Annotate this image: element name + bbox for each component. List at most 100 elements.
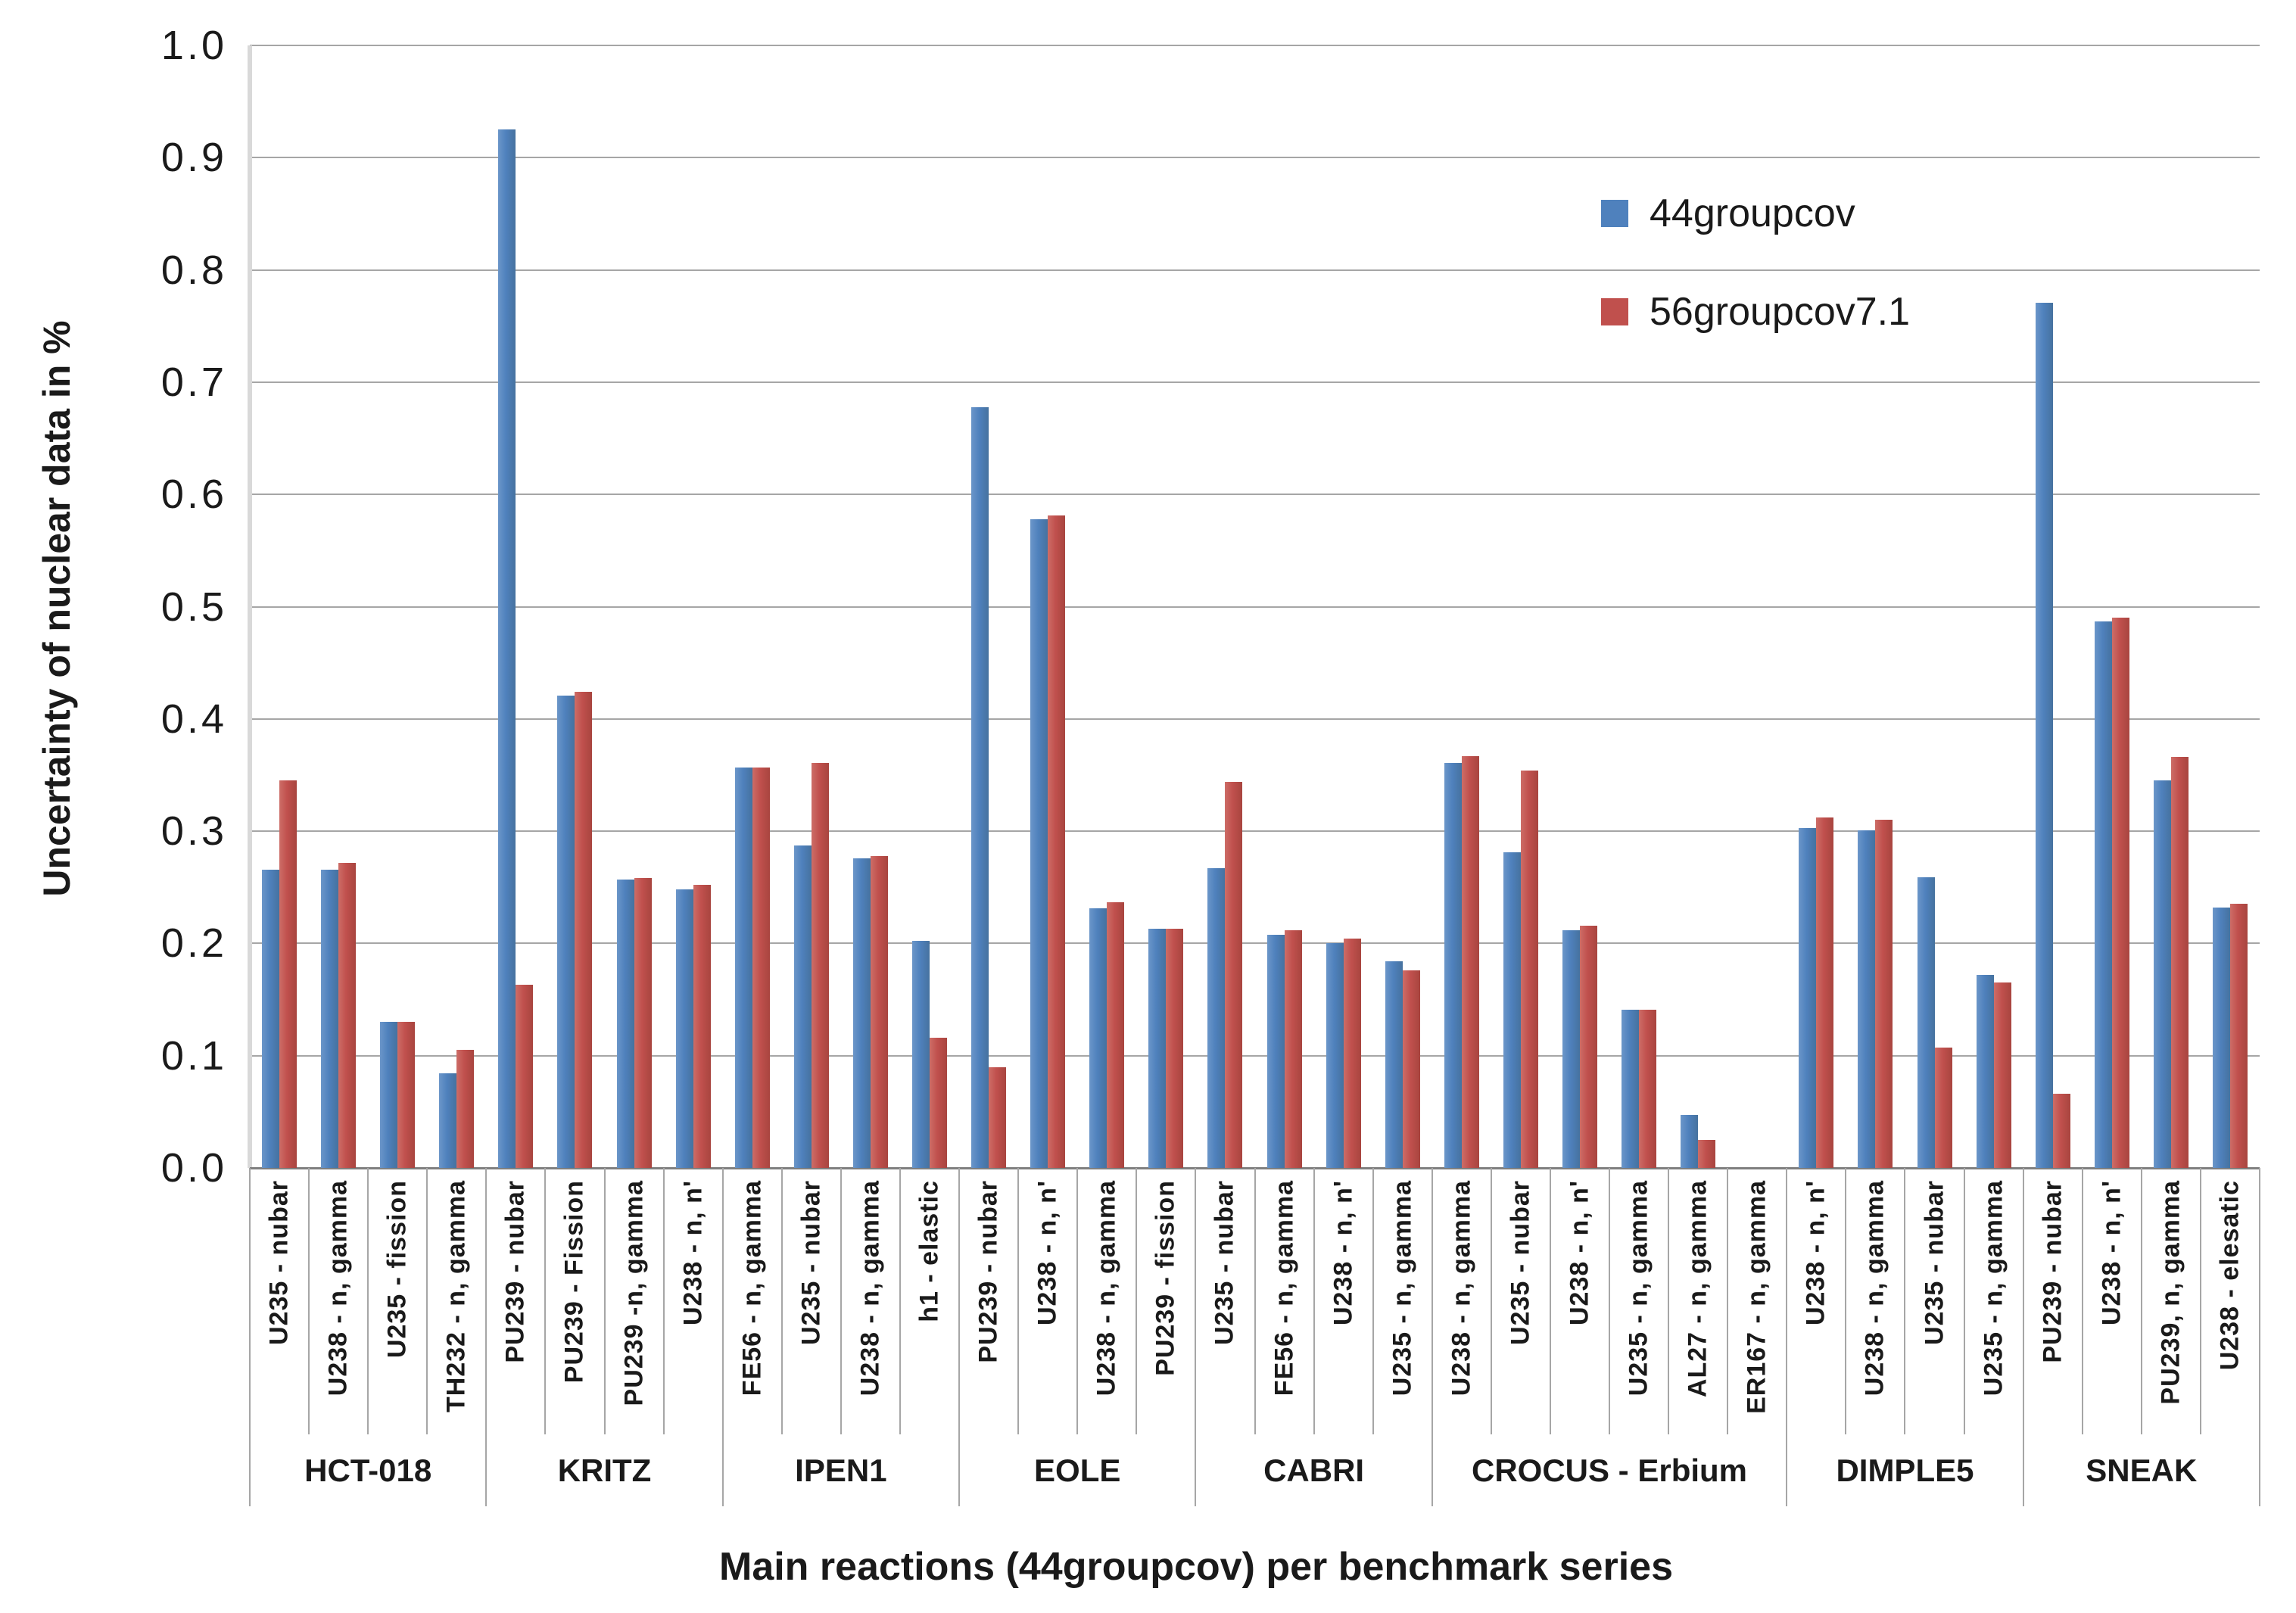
group-label: DIMPLE5 xyxy=(1836,1452,1974,1488)
category-label: U235 - n, gamma xyxy=(1979,1180,2008,1397)
category-divider xyxy=(2140,1168,2142,1434)
category-cell: U238 - n, n' xyxy=(2083,1171,2142,1434)
y-tick-label: 0.6 xyxy=(160,472,227,518)
category-divider xyxy=(1904,1168,1906,1434)
category-divider xyxy=(1254,1168,1256,1434)
category-cell: ER167 - n, gamma xyxy=(1727,1171,1787,1434)
category-cell: U235 - fission xyxy=(368,1171,427,1434)
y-tick-label: 0.1 xyxy=(160,1032,227,1079)
category-label: U238 - n, n' xyxy=(1801,1180,1830,1326)
category-cell: U235 - n, gamma xyxy=(1373,1171,1432,1434)
group-divider xyxy=(1786,1168,1788,1506)
category-cell: FE56 - n, gamma xyxy=(1255,1171,1314,1434)
category-cell: TH232 - n, gamma xyxy=(427,1171,486,1434)
bar-56groupcov7.1 xyxy=(634,878,652,1168)
y-tick-label: 1.0 xyxy=(160,23,227,68)
category-cell: U235 - nubar xyxy=(782,1171,841,1434)
category-label: U235 - nubar xyxy=(1920,1180,1949,1345)
category-divider xyxy=(1963,1168,1965,1434)
category-cell: AL27 - n, gamma xyxy=(1668,1171,1727,1434)
bar-56groupcov7.1 xyxy=(397,1022,416,1168)
legend-item-44groupcov: 44groupcov xyxy=(1601,191,1855,236)
category-label: U235 - nubar xyxy=(1506,1180,1535,1345)
bar-56groupcov7.1 xyxy=(1107,902,1125,1168)
category-label: PU239 - fission xyxy=(1151,1180,1180,1376)
category-label: PU239 -n, gamma xyxy=(619,1180,649,1406)
bar-56groupcov7.1 xyxy=(1816,817,1834,1168)
category-label: h1 - elastic xyxy=(914,1180,944,1322)
bar-56groupcov7.1 xyxy=(516,985,534,1168)
y-tick-label: 0.8 xyxy=(160,247,227,293)
category-label: U238 - n, gamma xyxy=(855,1180,885,1397)
gridline-0.4 xyxy=(250,718,2260,720)
bar-56groupcov7.1 xyxy=(1461,756,1479,1168)
bar-44groupcov xyxy=(1799,828,1817,1168)
category-divider xyxy=(1136,1168,1138,1434)
category-divider xyxy=(780,1168,783,1434)
category-cell: PU239 -n, gamma xyxy=(605,1171,664,1434)
category-divider xyxy=(308,1168,310,1434)
category-label: U235 - nubar xyxy=(1210,1180,1239,1345)
category-divider xyxy=(1609,1168,1611,1434)
legend-swatch-44groupcov xyxy=(1601,200,1628,227)
bar-56groupcov7.1 xyxy=(811,763,829,1168)
group-divider xyxy=(1431,1168,1433,1506)
bar-56groupcov7.1 xyxy=(575,692,593,1168)
bar-44groupcov xyxy=(1207,868,1226,1168)
category-divider xyxy=(1845,1168,1847,1434)
group-divider xyxy=(2022,1168,2024,1506)
gridline-0.1 xyxy=(250,1054,2260,1057)
y-tick-label: 0.0 xyxy=(160,1145,227,1191)
category-divider xyxy=(840,1168,842,1434)
category-label: ER167 - n, gamma xyxy=(1742,1180,1771,1414)
group-cell-HCT-018: HCT-018 xyxy=(250,1434,486,1506)
bar-44groupcov xyxy=(439,1073,457,1168)
bar-44groupcov xyxy=(2094,621,2112,1168)
bar-56groupcov7.1 xyxy=(1048,515,1066,1168)
bar-56groupcov7.1 xyxy=(1343,939,1361,1168)
bar-44groupcov xyxy=(262,870,280,1168)
gridline-0.9 xyxy=(250,157,2260,159)
gridline-0.5 xyxy=(250,606,2260,608)
bar-44groupcov xyxy=(675,889,693,1168)
bar-56groupcov7.1 xyxy=(693,885,711,1168)
legend-swatch-56groupcov7.1 xyxy=(1601,298,1628,325)
category-cell: U238 - n, gamma xyxy=(309,1171,368,1434)
group-cell-KRITZ: KRITZ xyxy=(486,1434,722,1506)
bar-44groupcov xyxy=(1562,930,1580,1168)
category-label: U238 - n, n' xyxy=(1329,1180,1358,1326)
category-label: U238 - n, gamma xyxy=(1860,1180,1889,1397)
bar-44groupcov xyxy=(1266,935,1285,1168)
category-label: U238 - n, n' xyxy=(1565,1180,1594,1326)
bar-56groupcov7.1 xyxy=(1934,1048,1952,1168)
group-cell-DIMPLE5: DIMPLE5 xyxy=(1787,1434,2023,1506)
category-divider xyxy=(2199,1168,2201,1434)
group-divider xyxy=(249,1168,251,1506)
bar-44groupcov xyxy=(734,768,752,1168)
category-divider xyxy=(1076,1168,1079,1434)
group-label: KRITZ xyxy=(557,1452,652,1488)
bar-44groupcov xyxy=(321,870,339,1168)
y-tick-label: 0.5 xyxy=(160,584,227,630)
category-cell: FE56 - n, gamma xyxy=(723,1171,782,1434)
bar-44groupcov xyxy=(912,941,930,1168)
bar-44groupcov xyxy=(1030,519,1048,1168)
bar-44groupcov xyxy=(2035,303,2053,1168)
category-divider xyxy=(2081,1168,2083,1434)
category-label: PU239 - nubar xyxy=(974,1180,1003,1363)
category-cell: PU239 - nubar xyxy=(486,1171,545,1434)
category-cell: U238 - n, n' xyxy=(1787,1171,1846,1434)
category-label: TH232 - n, gamma xyxy=(441,1180,471,1412)
bar-44groupcov xyxy=(2153,780,2171,1168)
bar-56groupcov7.1 xyxy=(1166,929,1184,1168)
category-label: U238 - n, n' xyxy=(1033,1180,1062,1326)
category-label: AL27 - n, gamma xyxy=(1683,1180,1712,1398)
bar-44groupcov xyxy=(1503,852,1521,1168)
y-tick-label: 0.7 xyxy=(160,359,227,405)
bar-56groupcov7.1 xyxy=(1698,1140,1716,1168)
bar-44groupcov xyxy=(852,858,871,1168)
category-cell: U238 - elesatic xyxy=(2201,1171,2260,1434)
bar-56groupcov7.1 xyxy=(1639,1010,1657,1168)
legend-label-44groupcov: 44groupcov xyxy=(1650,192,1855,235)
